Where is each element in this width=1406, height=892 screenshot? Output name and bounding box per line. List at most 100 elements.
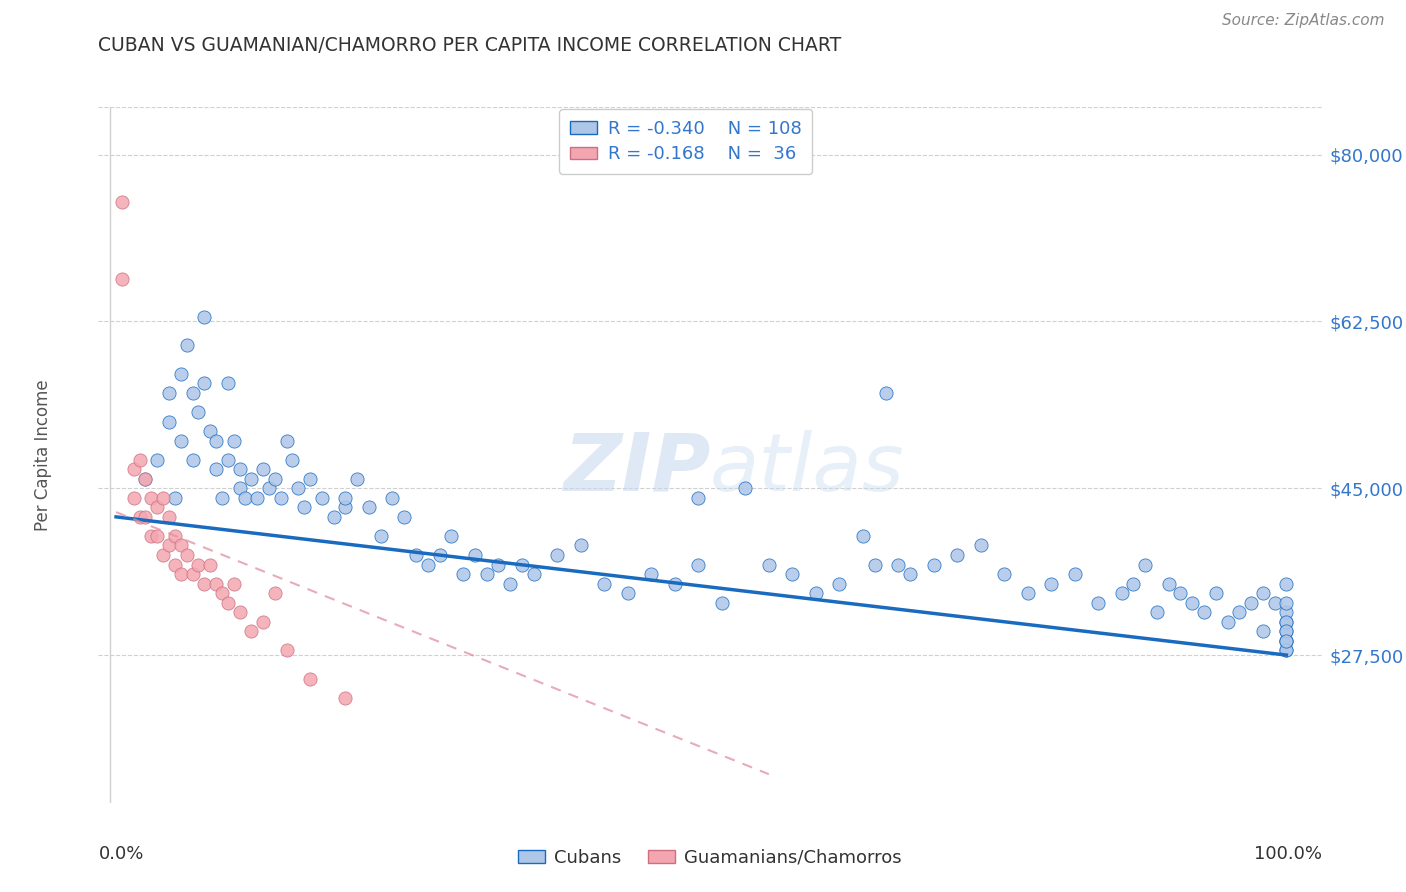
Point	[134, 472, 156, 486]
Point	[240, 624, 263, 639]
Point	[146, 529, 169, 543]
Text: CUBAN VS GUAMANIAN/CHAMORRO PER CAPITA INCOME CORRELATION CHART: CUBAN VS GUAMANIAN/CHAMORRO PER CAPITA I…	[98, 36, 842, 54]
Point	[252, 462, 274, 476]
Point	[1264, 596, 1286, 610]
Point	[1157, 576, 1180, 591]
Point	[163, 491, 186, 505]
Point	[1275, 633, 1298, 648]
Point	[299, 472, 322, 486]
Point	[157, 415, 180, 429]
Point	[141, 529, 163, 543]
Point	[170, 567, 193, 582]
Point	[287, 481, 309, 495]
Text: 0.0%: 0.0%	[98, 845, 143, 863]
Point	[546, 548, 568, 562]
Point	[640, 567, 662, 582]
Point	[263, 586, 285, 600]
Point	[852, 529, 875, 543]
Point	[898, 567, 921, 582]
Point	[157, 386, 180, 401]
Point	[217, 376, 239, 391]
Point	[523, 567, 546, 582]
Point	[392, 509, 416, 524]
Point	[429, 548, 451, 562]
Point	[946, 548, 969, 562]
Point	[134, 472, 156, 486]
Point	[370, 529, 392, 543]
Point	[292, 500, 315, 515]
Point	[311, 491, 333, 505]
Point	[1275, 633, 1298, 648]
Text: atlas: atlas	[710, 430, 905, 508]
Point	[222, 434, 245, 448]
Point	[176, 548, 198, 562]
Point	[146, 500, 169, 515]
Point	[569, 539, 592, 553]
Point	[969, 539, 991, 553]
Point	[322, 509, 344, 524]
Point	[217, 596, 239, 610]
Point	[499, 576, 522, 591]
Point	[828, 576, 851, 591]
Point	[688, 491, 710, 505]
Point	[875, 386, 897, 401]
Point	[1275, 624, 1298, 639]
Point	[276, 434, 298, 448]
Point	[1275, 605, 1298, 619]
Legend: Cubans, Guamanians/Chamorros: Cubans, Guamanians/Chamorros	[510, 841, 910, 874]
Point	[1275, 576, 1298, 591]
Point	[1063, 567, 1085, 582]
Point	[475, 567, 498, 582]
Point	[235, 491, 257, 505]
Point	[1251, 586, 1274, 600]
Point	[263, 472, 285, 486]
Point	[1087, 596, 1109, 610]
Point	[464, 548, 486, 562]
Point	[276, 643, 298, 657]
Point	[181, 452, 204, 467]
Point	[593, 576, 616, 591]
Point	[198, 424, 221, 438]
Point	[1216, 615, 1239, 629]
Point	[128, 509, 150, 524]
Point	[157, 509, 180, 524]
Point	[228, 605, 250, 619]
Point	[1040, 576, 1063, 591]
Point	[246, 491, 269, 505]
Point	[1181, 596, 1204, 610]
Point	[205, 576, 228, 591]
Text: 100.0%: 100.0%	[1254, 845, 1322, 863]
Text: Source: ZipAtlas.com: Source: ZipAtlas.com	[1222, 13, 1385, 29]
Point	[193, 310, 215, 324]
Point	[1192, 605, 1215, 619]
Point	[205, 462, 228, 476]
Point	[451, 567, 474, 582]
Point	[1146, 605, 1168, 619]
Point	[993, 567, 1015, 582]
Point	[664, 576, 686, 591]
Point	[1111, 586, 1133, 600]
Point	[228, 462, 250, 476]
Point	[405, 548, 427, 562]
Point	[357, 500, 380, 515]
Point	[688, 558, 710, 572]
Point	[1275, 643, 1298, 657]
Point	[193, 576, 215, 591]
Point	[346, 472, 368, 486]
Point	[111, 195, 134, 210]
Point	[335, 491, 357, 505]
Point	[1227, 605, 1250, 619]
Point	[1275, 633, 1298, 648]
Point	[170, 539, 193, 553]
Point	[181, 386, 204, 401]
Point	[804, 586, 827, 600]
Point	[1135, 558, 1157, 572]
Point	[122, 462, 145, 476]
Point	[257, 481, 280, 495]
Point	[335, 690, 357, 705]
Point	[170, 434, 193, 448]
Point	[1275, 596, 1298, 610]
Point	[1275, 624, 1298, 639]
Point	[1240, 596, 1263, 610]
Point	[222, 576, 245, 591]
